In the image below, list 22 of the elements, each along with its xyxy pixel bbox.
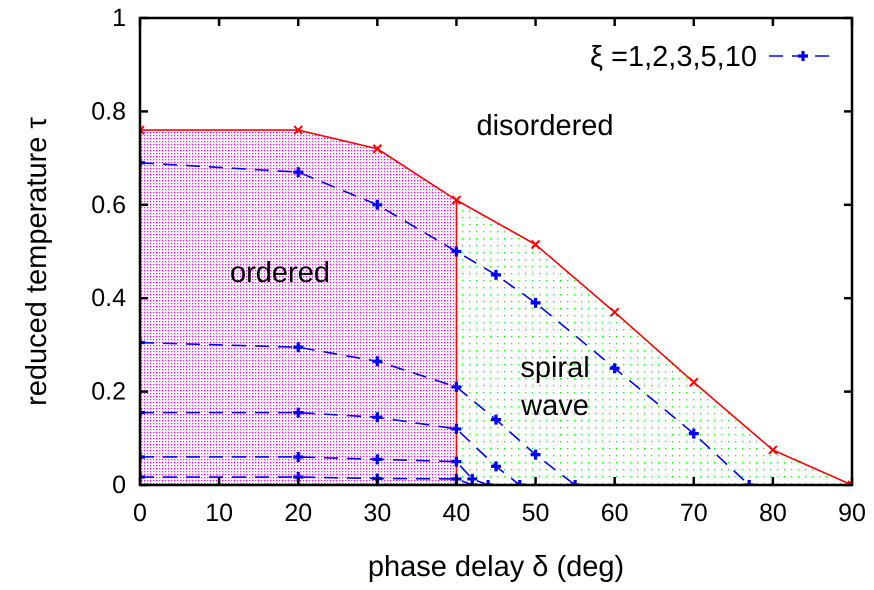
- y-tick-label: 0.8: [91, 97, 126, 126]
- x-tick-label: 90: [838, 499, 866, 527]
- x-axis-title: phase delay δ (deg): [368, 551, 624, 583]
- annotation: spiral wave: [520, 352, 590, 422]
- y-axis-title: reduced temperature τ: [21, 116, 53, 406]
- y-tick-label: 0.2: [91, 378, 126, 406]
- legend-label: ξ =1,2,3,5,10: [590, 41, 757, 73]
- x-tick-label: 40: [442, 499, 470, 527]
- y-tick-label: 0.6: [91, 190, 126, 219]
- x-tick-label: 50: [522, 499, 550, 527]
- y-tick-label: 0.4: [91, 284, 126, 312]
- annotation: disordered: [476, 110, 614, 142]
- x-tick-label: 30: [363, 499, 392, 527]
- y-tick-label: 0: [112, 471, 126, 499]
- x-tick-label: 70: [680, 499, 708, 527]
- x-tick-label: 0: [133, 499, 147, 527]
- y-tick-label: 1: [112, 4, 126, 32]
- annotation: ordered: [230, 257, 330, 289]
- x-tick-label: 20: [284, 499, 312, 527]
- x-tick-label: 80: [758, 499, 787, 527]
- x-tick-label: 60: [600, 499, 629, 527]
- x-tick-label: 10: [205, 499, 234, 527]
